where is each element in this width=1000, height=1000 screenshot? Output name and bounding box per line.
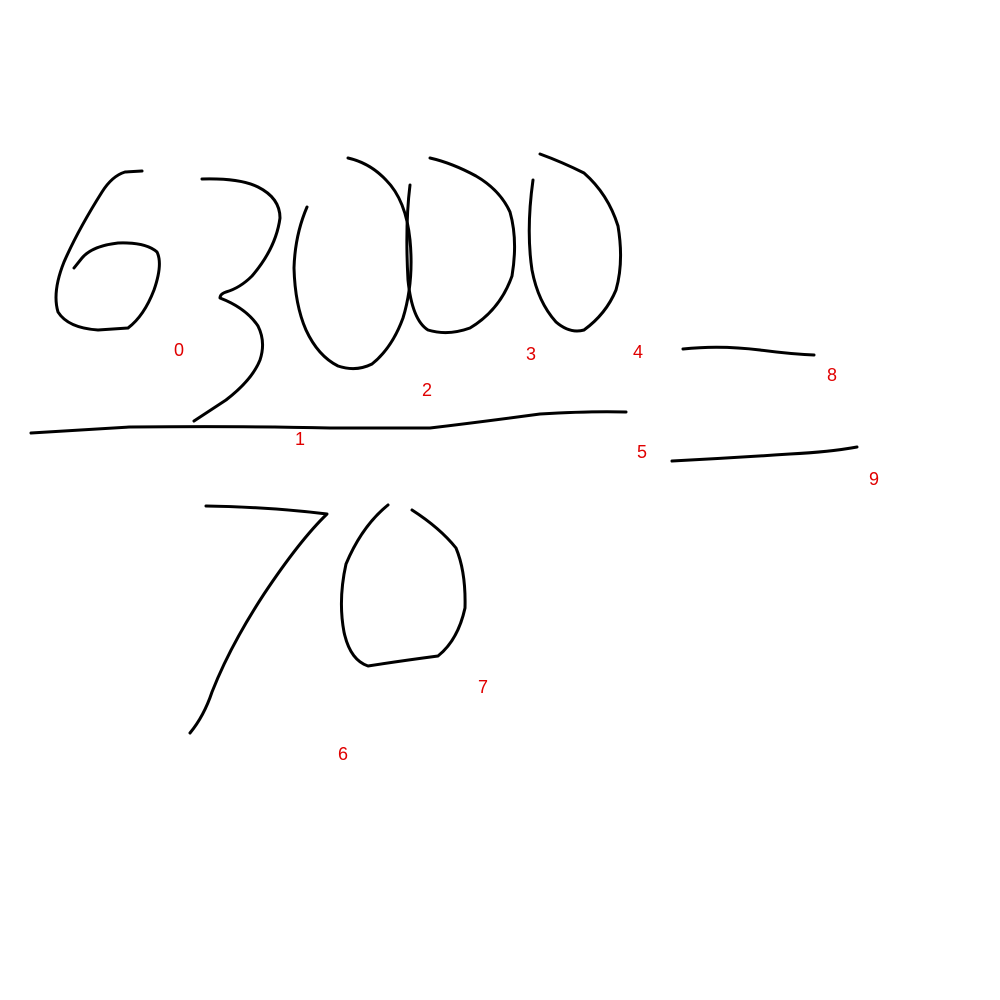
stroke-fraction-bar bbox=[29, 410, 628, 435]
label-0: 0 bbox=[174, 340, 184, 360]
stroke-digit-three bbox=[192, 177, 282, 423]
stroke-digit-zero-3 bbox=[527, 152, 623, 333]
label-6: 6 bbox=[338, 744, 348, 764]
stroke-digit-seven bbox=[188, 504, 329, 735]
label-3: 3 bbox=[526, 344, 536, 364]
stroke-digit-zero-1 bbox=[292, 156, 413, 371]
stroke-labels: 0 1 2 3 4 5 6 7 8 9 bbox=[174, 340, 879, 764]
stroke-digit-zero-2 bbox=[405, 156, 517, 335]
label-8: 8 bbox=[827, 365, 837, 385]
stroke-digit-zero-4 bbox=[339, 503, 467, 668]
stroke-digit-six bbox=[54, 169, 161, 332]
label-4: 4 bbox=[633, 342, 643, 362]
label-2: 2 bbox=[422, 380, 432, 400]
stroke-equals-top bbox=[681, 345, 816, 357]
label-7: 7 bbox=[478, 677, 488, 697]
label-1: 1 bbox=[295, 429, 305, 449]
label-9: 9 bbox=[869, 469, 879, 489]
ink-strokes bbox=[29, 152, 859, 735]
stroke-equals-bottom bbox=[670, 445, 859, 463]
label-5: 5 bbox=[637, 442, 647, 462]
